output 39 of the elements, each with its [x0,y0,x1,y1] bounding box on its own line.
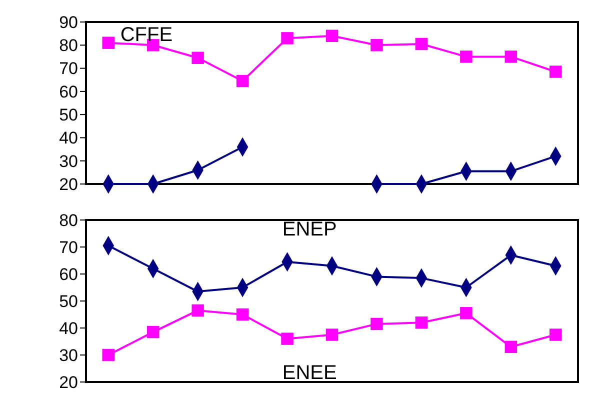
point [415,316,428,329]
point [460,50,472,63]
y-tick-label: 60 [59,82,78,102]
point [102,36,114,49]
y-tick-label: 20 [59,174,78,194]
point [326,30,338,42]
point [281,32,294,44]
series-label: CFFE [120,24,173,46]
y-tick-label: 80 [59,36,78,56]
point [281,332,294,345]
y-tick-label: 70 [59,238,78,257]
y-tick-label: 30 [59,346,78,365]
point [370,318,383,330]
point [504,340,518,354]
point [146,326,160,338]
point [236,308,249,321]
y-tick-label: 80 [59,210,78,230]
series-label: ENEE [282,362,337,384]
y-tick-label: 30 [59,152,78,171]
y-tick-label: 50 [59,106,78,125]
point [415,38,428,50]
point [236,74,249,88]
point [504,50,518,63]
point [192,52,204,64]
point [326,328,338,341]
y-tick-label: 40 [59,128,78,148]
point [370,39,383,52]
y-tick-label: 70 [59,59,78,78]
point [550,66,562,78]
y-tick-label: 20 [59,372,78,392]
point [102,348,114,362]
point [192,304,204,317]
y-tick-label: 50 [59,292,78,311]
y-tick-label: 40 [59,318,78,338]
y-tick-label: 90 [59,12,78,32]
series-label: ENEP [282,218,337,241]
y-tick-label: 60 [59,264,78,284]
point [550,328,562,341]
point [460,307,472,320]
